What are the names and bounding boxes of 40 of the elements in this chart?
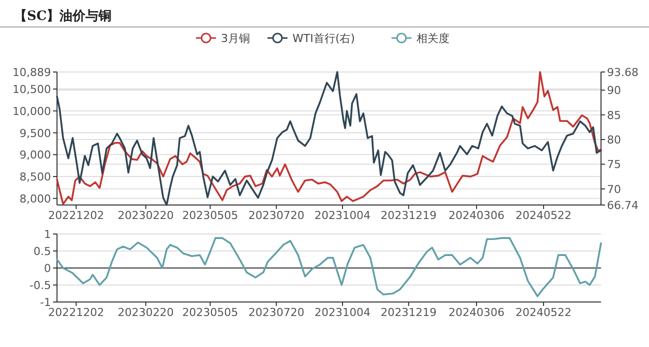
y-tick-label: 10,889 <box>12 66 51 79</box>
y2-tick-label: 70 <box>607 182 621 196</box>
y-tick-label: 8,000 <box>20 192 51 206</box>
y-tick-label: 10,500 <box>12 83 51 96</box>
y2-tick-label: 66.74 <box>607 199 638 212</box>
y-tick-label: 9,000 <box>20 148 51 162</box>
line-series <box>56 237 602 298</box>
y-tick-label: 1 <box>44 228 51 241</box>
x-tick-label: 20221202 <box>48 306 104 319</box>
x-tick-label: 20221202 <box>48 209 104 222</box>
legend-label: 相关度 <box>416 32 450 45</box>
x-tick-label: 20230720 <box>248 306 304 319</box>
x-tick-label: 20230220 <box>118 306 174 319</box>
y2-tick-label: 93.68 <box>607 66 638 79</box>
x-tick-label: 20240306 <box>448 306 505 319</box>
y-tick-label: 0.5 <box>34 245 51 258</box>
x-tick-label: 20231004 <box>314 306 370 319</box>
legend-label: 3月铜 <box>221 32 250 45</box>
y-tick-label: -0.5 <box>30 279 51 292</box>
y2-tick-label: 90 <box>607 84 621 98</box>
x-tick-label: 20240522 <box>516 306 572 319</box>
y-tick-label: -1 <box>40 296 51 309</box>
x-tick-label: 20240522 <box>516 209 572 222</box>
chart-title: 【SC】油价与铜 <box>14 8 112 24</box>
y-tick-label: 9,500 <box>20 126 51 140</box>
x-tick-label: 20240306 <box>448 209 505 222</box>
y-tick-label: 10,000 <box>12 104 51 118</box>
y2-tick-label: 80 <box>607 134 621 147</box>
x-tick-label: 20231004 <box>314 209 370 222</box>
x-tick-label: 20231219 <box>380 209 437 222</box>
y2-tick-label: 85 <box>607 108 621 122</box>
y-tick-label: 0 <box>44 262 51 275</box>
y2-tick-label: 75 <box>607 158 621 172</box>
x-tick-label: 20231219 <box>380 306 437 319</box>
x-tick-label: 20230505 <box>182 306 238 319</box>
x-tick-label: 20230505 <box>182 209 238 222</box>
legend-label: WTI首行(右) <box>292 32 355 45</box>
y-tick-label: 8,500 <box>20 170 51 184</box>
x-tick-label: 20230720 <box>248 209 304 222</box>
x-tick-label: 20230220 <box>118 209 174 222</box>
